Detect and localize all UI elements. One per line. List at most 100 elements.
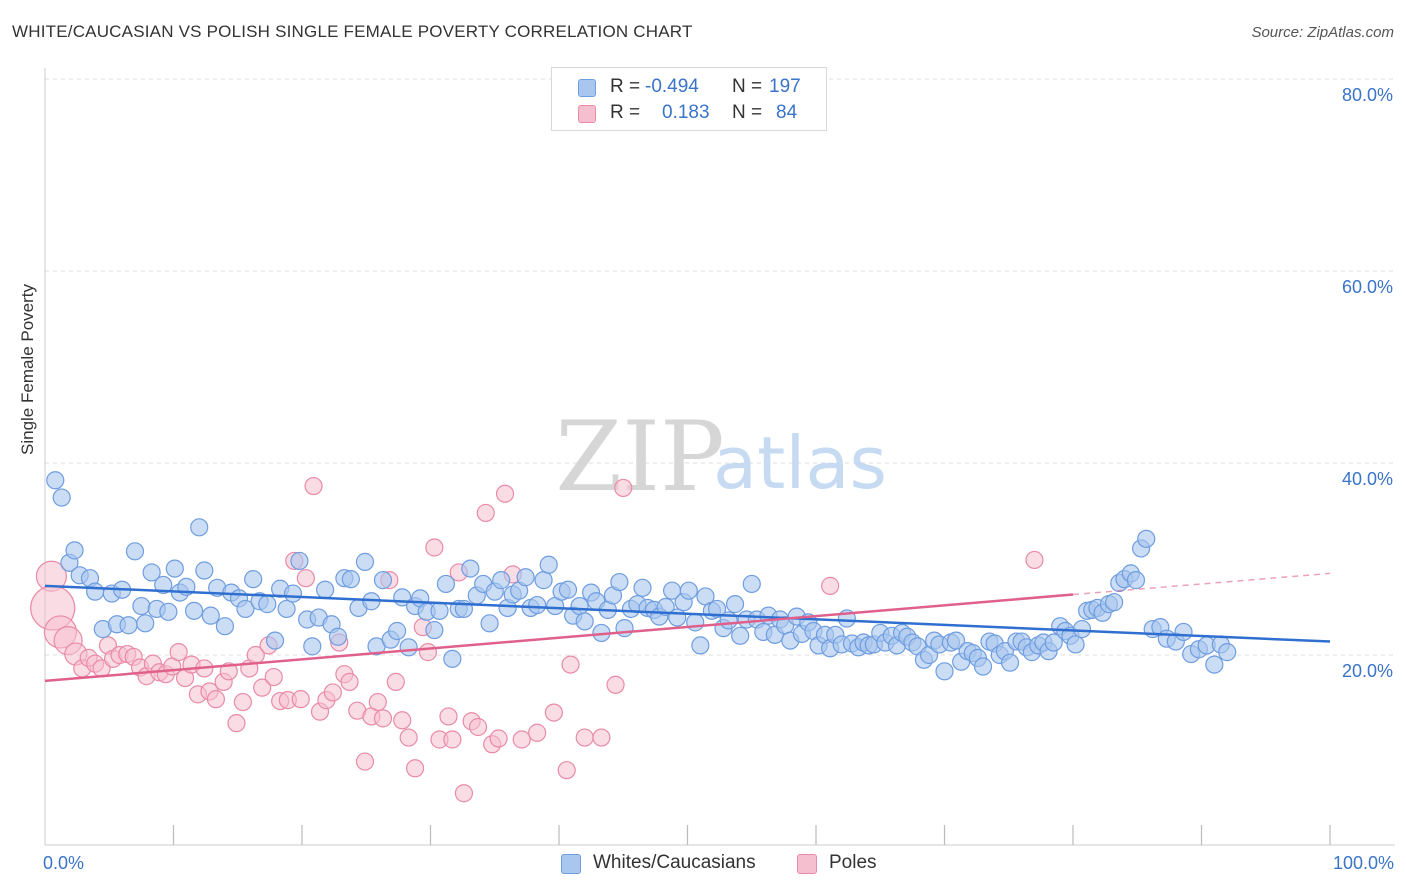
data-point-poles [355, 752, 375, 771]
data-point-whites [731, 626, 750, 645]
y-axis-label: Single Female Poverty [18, 283, 37, 455]
data-point-poles [606, 675, 625, 694]
data-point-poles [206, 690, 226, 709]
data-point-poles [468, 717, 488, 737]
data-point-whites [283, 584, 303, 603]
bottom-legend-swatch-whites [561, 854, 581, 874]
data-point-whites [290, 551, 309, 571]
data-point-poles [454, 784, 474, 803]
data-point-whites [399, 638, 418, 657]
data-point-whites [1137, 529, 1156, 548]
data-point-poles [373, 709, 393, 728]
data-point-poles [1025, 550, 1044, 570]
legend-r-label: R = [610, 76, 641, 97]
legend-r-value-whites: -0.494 [645, 76, 699, 97]
trend-line-poles [44, 593, 1074, 683]
trend-lines [44, 572, 1331, 683]
data-point-poles [253, 678, 272, 697]
data-point-poles [386, 672, 405, 691]
data-point-whites [142, 563, 161, 582]
data-point-whites [65, 541, 84, 560]
data-point-poles [489, 729, 508, 748]
data-point-poles [592, 728, 611, 747]
data-point-whites [946, 631, 966, 650]
data-point-poles [169, 643, 188, 662]
data-point-whites [528, 595, 547, 615]
data-point-whites [570, 596, 589, 616]
data-point-whites [742, 574, 761, 594]
data-point-whites [615, 619, 634, 638]
data-point-whites [1126, 571, 1146, 590]
data-point-whites [1174, 622, 1193, 642]
data-point-poles [233, 692, 252, 712]
data-point-whites [516, 568, 535, 587]
data-point-whites [328, 627, 348, 646]
data-point-whites [316, 580, 335, 599]
x-tick-label: 100.0% [1332, 853, 1394, 873]
data-point-poles [528, 723, 547, 742]
trend-line-whites [44, 584, 1331, 643]
data-point-whites [480, 614, 499, 633]
data-point-whites [443, 649, 462, 668]
axes [44, 68, 1395, 846]
data-point-whites [534, 571, 553, 590]
data-point-whites [132, 596, 151, 616]
data-point-whites [154, 575, 173, 595]
data-point-whites [461, 559, 480, 578]
data-point-whites [52, 488, 71, 507]
data-point-whites [539, 555, 558, 574]
data-point-whites [1205, 655, 1224, 674]
bottom-legend-label-whites: Whites/Caucasians [593, 852, 756, 873]
data-point-whites [341, 570, 360, 589]
data-point-whites [668, 608, 687, 627]
data-point-poles [443, 730, 462, 749]
data-point-whites [935, 662, 954, 681]
data-point-whites [558, 580, 578, 599]
data-point-whites [215, 617, 234, 636]
data-point-whites [492, 571, 511, 590]
y-tick-label: 80.0% [1341, 85, 1393, 105]
data-point-whites [119, 616, 138, 635]
data-point-whites [707, 599, 727, 619]
legend-r-label: R = [610, 102, 641, 123]
data-point-poles [439, 707, 458, 726]
legend-swatch-poles [578, 105, 596, 123]
data-point-whites [679, 581, 698, 600]
data-point-whites [686, 613, 705, 632]
data-point-whites [725, 595, 745, 614]
data-point-poles [418, 643, 438, 662]
data-point-whites [195, 561, 214, 580]
data-point-whites [159, 602, 178, 621]
data-point-whites [265, 631, 285, 650]
data-point-whites [1066, 635, 1085, 654]
data-point-whites [373, 571, 393, 590]
data-point-whites [165, 559, 184, 578]
data-point-whites [277, 599, 296, 619]
data-point-whites [973, 657, 993, 676]
data-point-poles [425, 538, 444, 557]
data-point-poles [340, 672, 359, 691]
watermark-zip: ZIP [555, 401, 724, 513]
data-point-poles [575, 728, 594, 747]
bottom-legend-swatch-poles [797, 854, 817, 874]
watermark: ZIP atlas [555, 401, 887, 513]
data-point-poles [399, 728, 418, 747]
data-point-whites [656, 597, 675, 617]
legend-n-value-poles: 84 [776, 102, 798, 123]
y-tick-label: 20.0% [1341, 661, 1393, 681]
data-point-whites [355, 552, 375, 571]
data-point-whites [86, 582, 105, 601]
data-point-whites [633, 578, 652, 597]
series-whites [46, 471, 1237, 681]
data-point-whites [436, 574, 456, 594]
data-point-poles [557, 761, 576, 780]
data-point-whites [303, 637, 322, 656]
data-point-whites [1000, 653, 1020, 672]
source-label: Source: ZipAtlas.com [1251, 24, 1394, 41]
y-tick-label: 60.0% [1341, 277, 1393, 297]
data-point-poles [264, 667, 283, 687]
trend-line-poles-extension [1072, 572, 1331, 596]
legend-n-label: N = [732, 76, 763, 97]
data-point-poles [614, 478, 633, 498]
grid-lines [45, 78, 1395, 656]
